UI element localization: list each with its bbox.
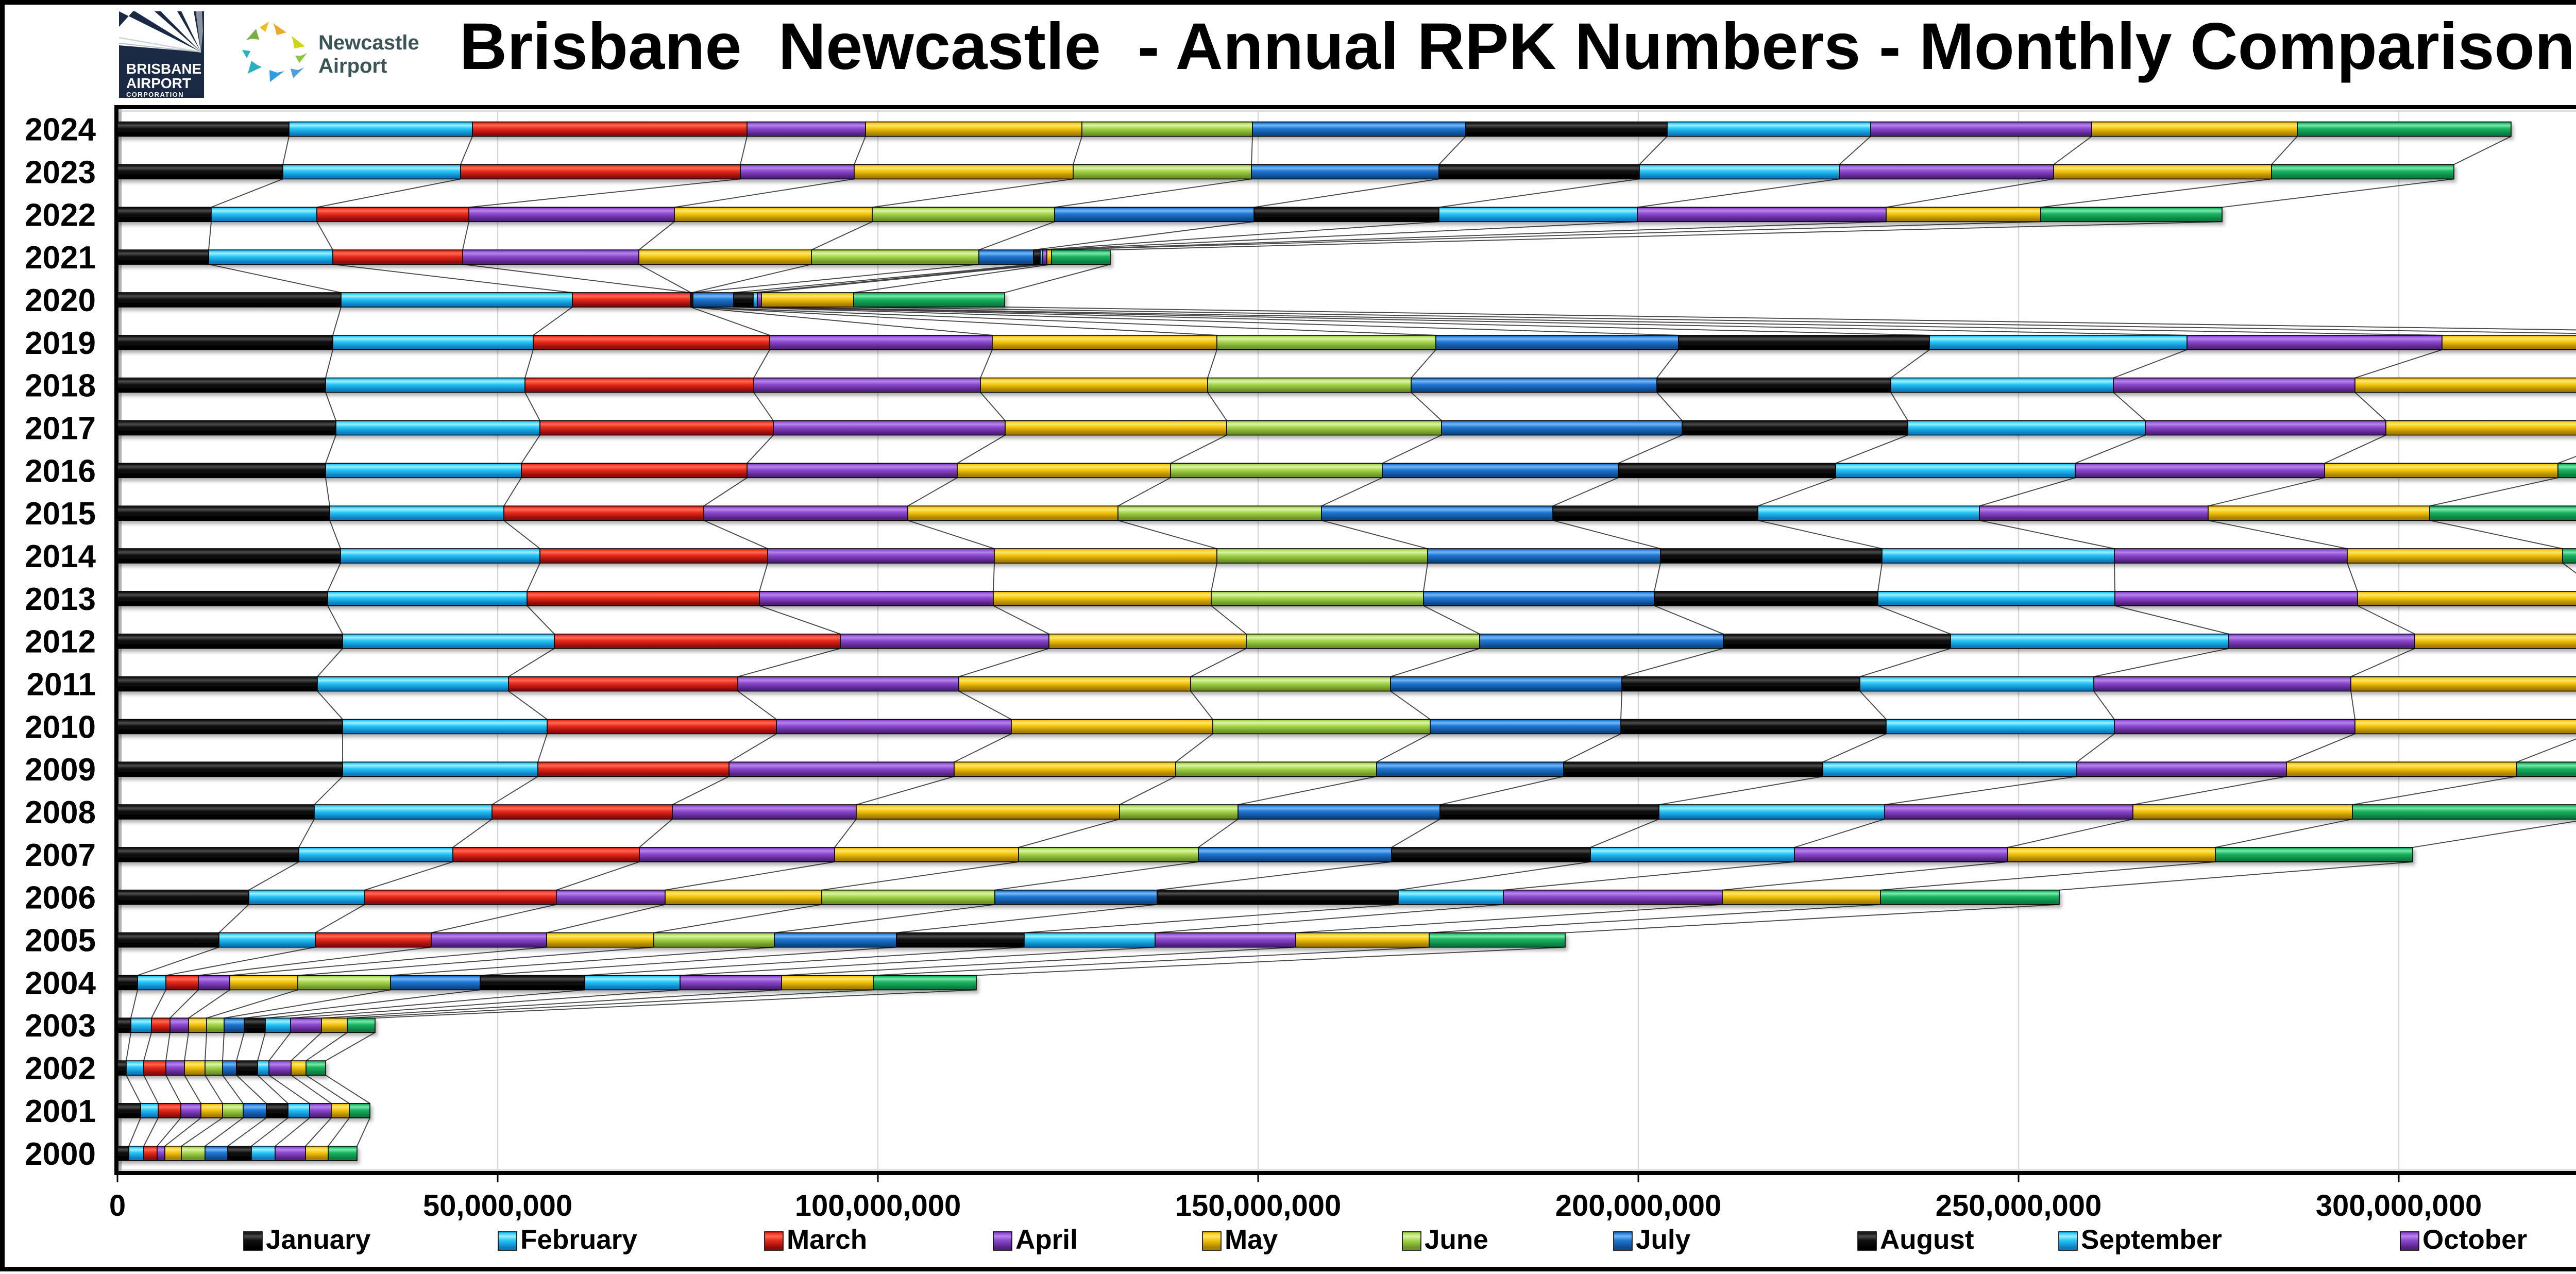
svg-text:2013: 2013 <box>25 582 96 617</box>
svg-text:2021: 2021 <box>25 240 96 276</box>
svg-text:200,000,000: 200,000,000 <box>1555 1189 1722 1222</box>
svg-text:150,000,000: 150,000,000 <box>1175 1189 1342 1222</box>
svg-text:2006: 2006 <box>25 880 96 916</box>
svg-text:2008: 2008 <box>25 795 96 830</box>
svg-text:2014: 2014 <box>25 539 96 574</box>
svg-text:2009: 2009 <box>25 752 96 788</box>
svg-text:2003: 2003 <box>25 1008 96 1044</box>
svg-text:AIRPORT: AIRPORT <box>126 75 191 91</box>
svg-text:BRISBANE: BRISBANE <box>126 61 201 77</box>
svg-text:January: January <box>266 1225 371 1255</box>
svg-text:250,000,000: 250,000,000 <box>1936 1189 2102 1222</box>
svg-text:2018: 2018 <box>25 368 96 404</box>
svg-text:Brisbane Newcastle - Annual: Brisbane Newcastle - Annual RPK Numbers … <box>460 10 2576 83</box>
svg-text:July: July <box>1636 1225 1691 1255</box>
svg-text:2017: 2017 <box>25 411 96 447</box>
svg-text:2016: 2016 <box>25 453 96 489</box>
svg-text:300,000,000: 300,000,000 <box>2316 1189 2482 1222</box>
svg-text:March: March <box>787 1225 867 1255</box>
svg-text:2015: 2015 <box>25 496 96 532</box>
svg-text:2007: 2007 <box>25 838 96 873</box>
svg-text:50,000,000: 50,000,000 <box>423 1189 572 1222</box>
svg-text:2019: 2019 <box>25 326 96 361</box>
svg-text:August: August <box>1880 1225 1974 1255</box>
svg-text:October: October <box>2422 1225 2527 1255</box>
svg-text:2020: 2020 <box>25 283 96 318</box>
svg-text:September: September <box>2081 1225 2222 1255</box>
svg-text:February: February <box>520 1225 637 1255</box>
svg-text:May: May <box>1225 1225 1278 1255</box>
svg-text:June: June <box>1425 1225 1488 1255</box>
svg-text:April: April <box>1015 1225 1078 1255</box>
svg-text:Newcastle: Newcastle <box>318 31 419 54</box>
svg-text:2004: 2004 <box>25 965 96 1001</box>
svg-text:2012: 2012 <box>25 624 96 660</box>
svg-text:CORPORATION: CORPORATION <box>126 91 184 98</box>
svg-text:2024: 2024 <box>25 112 96 148</box>
svg-text:100,000,000: 100,000,000 <box>795 1189 961 1222</box>
svg-text:2001: 2001 <box>25 1094 96 1129</box>
svg-text:2011: 2011 <box>26 667 96 703</box>
svg-text:0: 0 <box>109 1189 126 1222</box>
svg-text:2023: 2023 <box>25 155 96 190</box>
svg-text:2022: 2022 <box>25 197 96 233</box>
svg-text:2005: 2005 <box>25 923 96 959</box>
svg-text:Airport: Airport <box>318 55 387 77</box>
svg-text:2002: 2002 <box>25 1051 96 1086</box>
svg-text:2010: 2010 <box>25 709 96 745</box>
svg-text:2000: 2000 <box>25 1136 96 1172</box>
